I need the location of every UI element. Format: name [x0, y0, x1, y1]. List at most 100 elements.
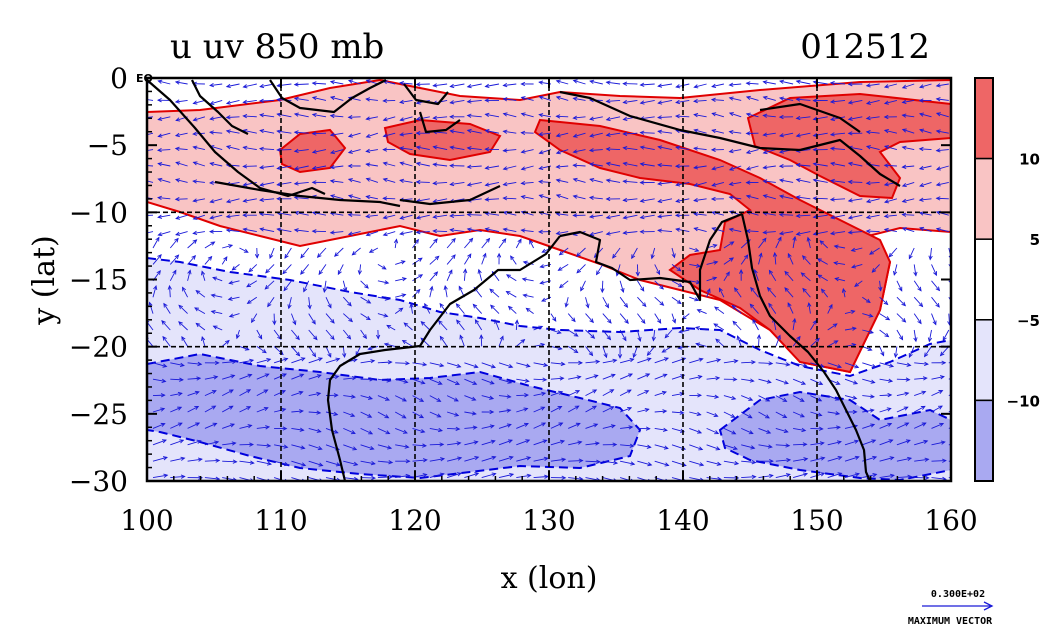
- wind-vector: [284, 247, 292, 259]
- wind-vector: [936, 211, 949, 216]
- wind-vector: [902, 165, 915, 168]
- wind-vector-head: [489, 288, 495, 294]
- wind-vector-head: [502, 83, 508, 88]
- wind-vector: [194, 307, 206, 314]
- wind-vector-head: [258, 98, 264, 104]
- wind-vector-head: [852, 409, 858, 415]
- wind-vector-head: [224, 339, 230, 345]
- wind-vector-head: [544, 474, 550, 479]
- wind-vector: [158, 197, 171, 200]
- wind-vector-head: [854, 455, 860, 460]
- wind-vector-head: [300, 445, 306, 450]
- wind-vector-head: [246, 283, 252, 288]
- wind-vector-head: [347, 231, 353, 236]
- wind-vector-head: [854, 439, 860, 444]
- wind-vector-head: [639, 198, 645, 203]
- wind-vector: [620, 426, 633, 429]
- wind-vector: [243, 228, 257, 233]
- wind-vector: [395, 475, 410, 479]
- wind-vector-head: [415, 116, 421, 121]
- wind-vector-head: [368, 430, 374, 435]
- wind-vector: [589, 214, 603, 218]
- wind-vector-head: [711, 182, 717, 187]
- wind-vector: [239, 247, 249, 253]
- wind-vector-head: [538, 113, 544, 118]
- wind-vector-head: [179, 439, 185, 444]
- wind-vector: [830, 147, 846, 151]
- wind-vector-head: [484, 197, 490, 202]
- wind-vector: [550, 406, 562, 413]
- wind-vector: [175, 81, 188, 85]
- wind-vector-head: [292, 320, 297, 326]
- wind-vector-head: [854, 364, 860, 369]
- wind-vector-head: [883, 182, 889, 187]
- wind-vector: [182, 287, 189, 298]
- colorbar: 105−5−10: [974, 77, 1040, 482]
- wind-vector-head: [365, 177, 371, 182]
- wind-vector-head: [659, 285, 664, 290]
- wind-vector-head: [693, 165, 699, 170]
- wind-vector: [640, 83, 655, 86]
- wind-vector-head: [578, 458, 584, 463]
- wind-vector: [827, 362, 842, 368]
- wind-vector-head: [157, 162, 163, 167]
- wind-vector-head: [750, 286, 755, 292]
- wind-vector: [706, 444, 720, 450]
- wind-vector-head: [330, 318, 335, 324]
- wind-vector: [792, 395, 805, 402]
- wind-vector: [187, 270, 191, 281]
- wind-vector: [914, 422, 926, 429]
- wind-vector-head: [347, 115, 353, 120]
- wind-vector: [851, 263, 863, 268]
- wind-vector: [467, 228, 482, 233]
- wind-vector-head: [318, 270, 323, 276]
- wind-vector-head: [693, 212, 699, 217]
- x-tick-label: 130: [522, 504, 575, 537]
- wind-vector: [942, 329, 950, 341]
- wind-vector: [169, 254, 179, 265]
- wind-vector: [758, 444, 772, 448]
- wind-vector-head: [807, 302, 812, 308]
- wind-vector: [222, 361, 236, 364]
- wind-vector: [343, 427, 356, 434]
- wind-vector-head: [731, 395, 737, 400]
- wind-vector: [866, 145, 880, 151]
- wind-vector: [689, 375, 702, 380]
- wind-vector: [464, 395, 476, 401]
- coastline-newguinea: [559, 90, 901, 187]
- wind-vector-head: [162, 335, 167, 341]
- wind-vector: [723, 444, 738, 450]
- wind-vector-head: [731, 430, 737, 435]
- wind-vector: [779, 132, 794, 137]
- wind-vector-head: [792, 235, 797, 241]
- wind-vector-head: [762, 150, 768, 155]
- wind-vector: [758, 395, 770, 402]
- wind-vector: [919, 212, 932, 216]
- wind-vector-head: [422, 458, 428, 463]
- wind-vector-head: [657, 181, 663, 186]
- wind-vector-head: [353, 461, 359, 466]
- wind-vector: [808, 303, 811, 314]
- wind-vector: [565, 297, 569, 307]
- wind-vector: [796, 98, 811, 101]
- wind-vector: [671, 296, 682, 304]
- wind-vector-head: [163, 302, 168, 308]
- wind-vector: [342, 296, 352, 307]
- wind-vector-head: [872, 473, 878, 478]
- colorbar-swatch: [974, 319, 994, 402]
- wind-vector: [844, 456, 859, 462]
- wind-vector-head: [766, 286, 772, 292]
- wind-vector: [750, 287, 759, 298]
- wind-vector: [464, 378, 477, 385]
- wind-vector-head: [433, 238, 438, 244]
- wind-vector: [256, 460, 272, 465]
- wind-vector: [429, 286, 433, 298]
- wind-vector: [169, 270, 177, 282]
- wind-vector-head: [833, 261, 839, 266]
- wind-vector: [879, 423, 892, 429]
- wind-vector: [377, 395, 390, 401]
- wind-vector-head: [812, 231, 818, 236]
- wind-vector-head: [612, 253, 617, 259]
- wind-vector: [521, 96, 534, 101]
- wind-vector-head: [901, 128, 907, 133]
